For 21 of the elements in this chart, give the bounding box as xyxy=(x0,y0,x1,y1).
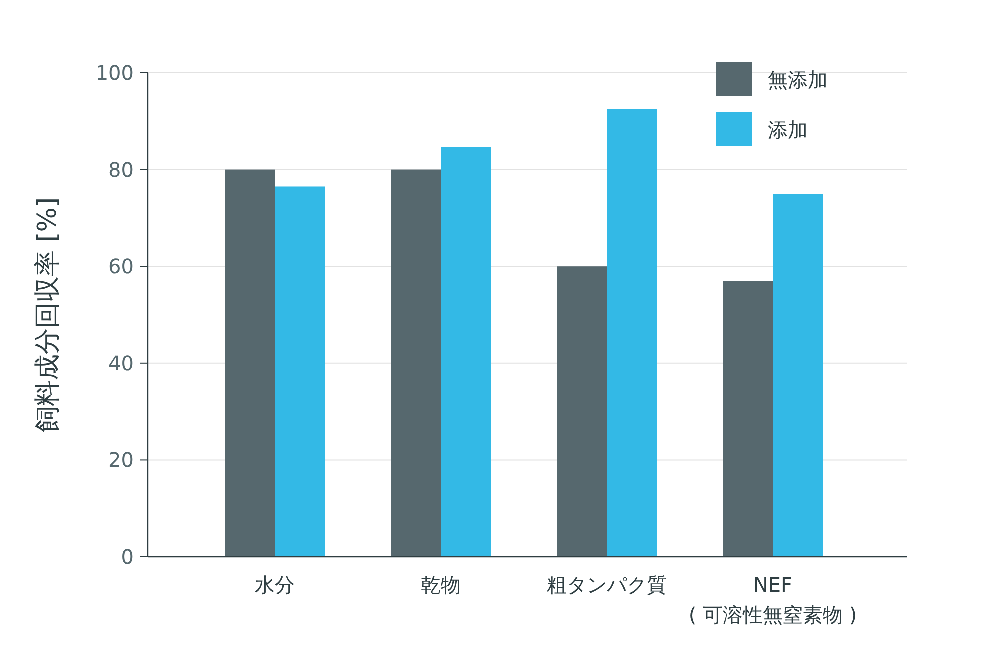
bar xyxy=(557,266,607,557)
y-tick-label: 60 xyxy=(108,254,134,279)
y-tick-label: 0 xyxy=(121,545,134,569)
x-tick-label: 水分 xyxy=(255,573,295,597)
bar xyxy=(607,109,657,557)
x-tick-label: 乾物 xyxy=(421,573,461,597)
bar xyxy=(441,147,491,557)
bar xyxy=(723,281,773,557)
y-tick-label: 20 xyxy=(108,448,134,472)
bar xyxy=(773,194,823,557)
y-tick-label: 80 xyxy=(108,158,134,182)
bar xyxy=(275,186,325,557)
legend-label: 無添加 xyxy=(768,68,828,92)
y-axis-title: 飼料成分回収率 [%] xyxy=(33,197,63,433)
x-tick-label: 粗タンパク質 xyxy=(547,573,667,597)
legend-label: 添加 xyxy=(768,118,808,142)
x-tick-label: NEF ( 可溶性無窒素物 ) xyxy=(688,573,858,627)
y-tick-label: 100 xyxy=(96,61,134,85)
bar xyxy=(225,170,275,557)
bar xyxy=(391,170,441,557)
y-tick-label: 40 xyxy=(108,351,134,376)
